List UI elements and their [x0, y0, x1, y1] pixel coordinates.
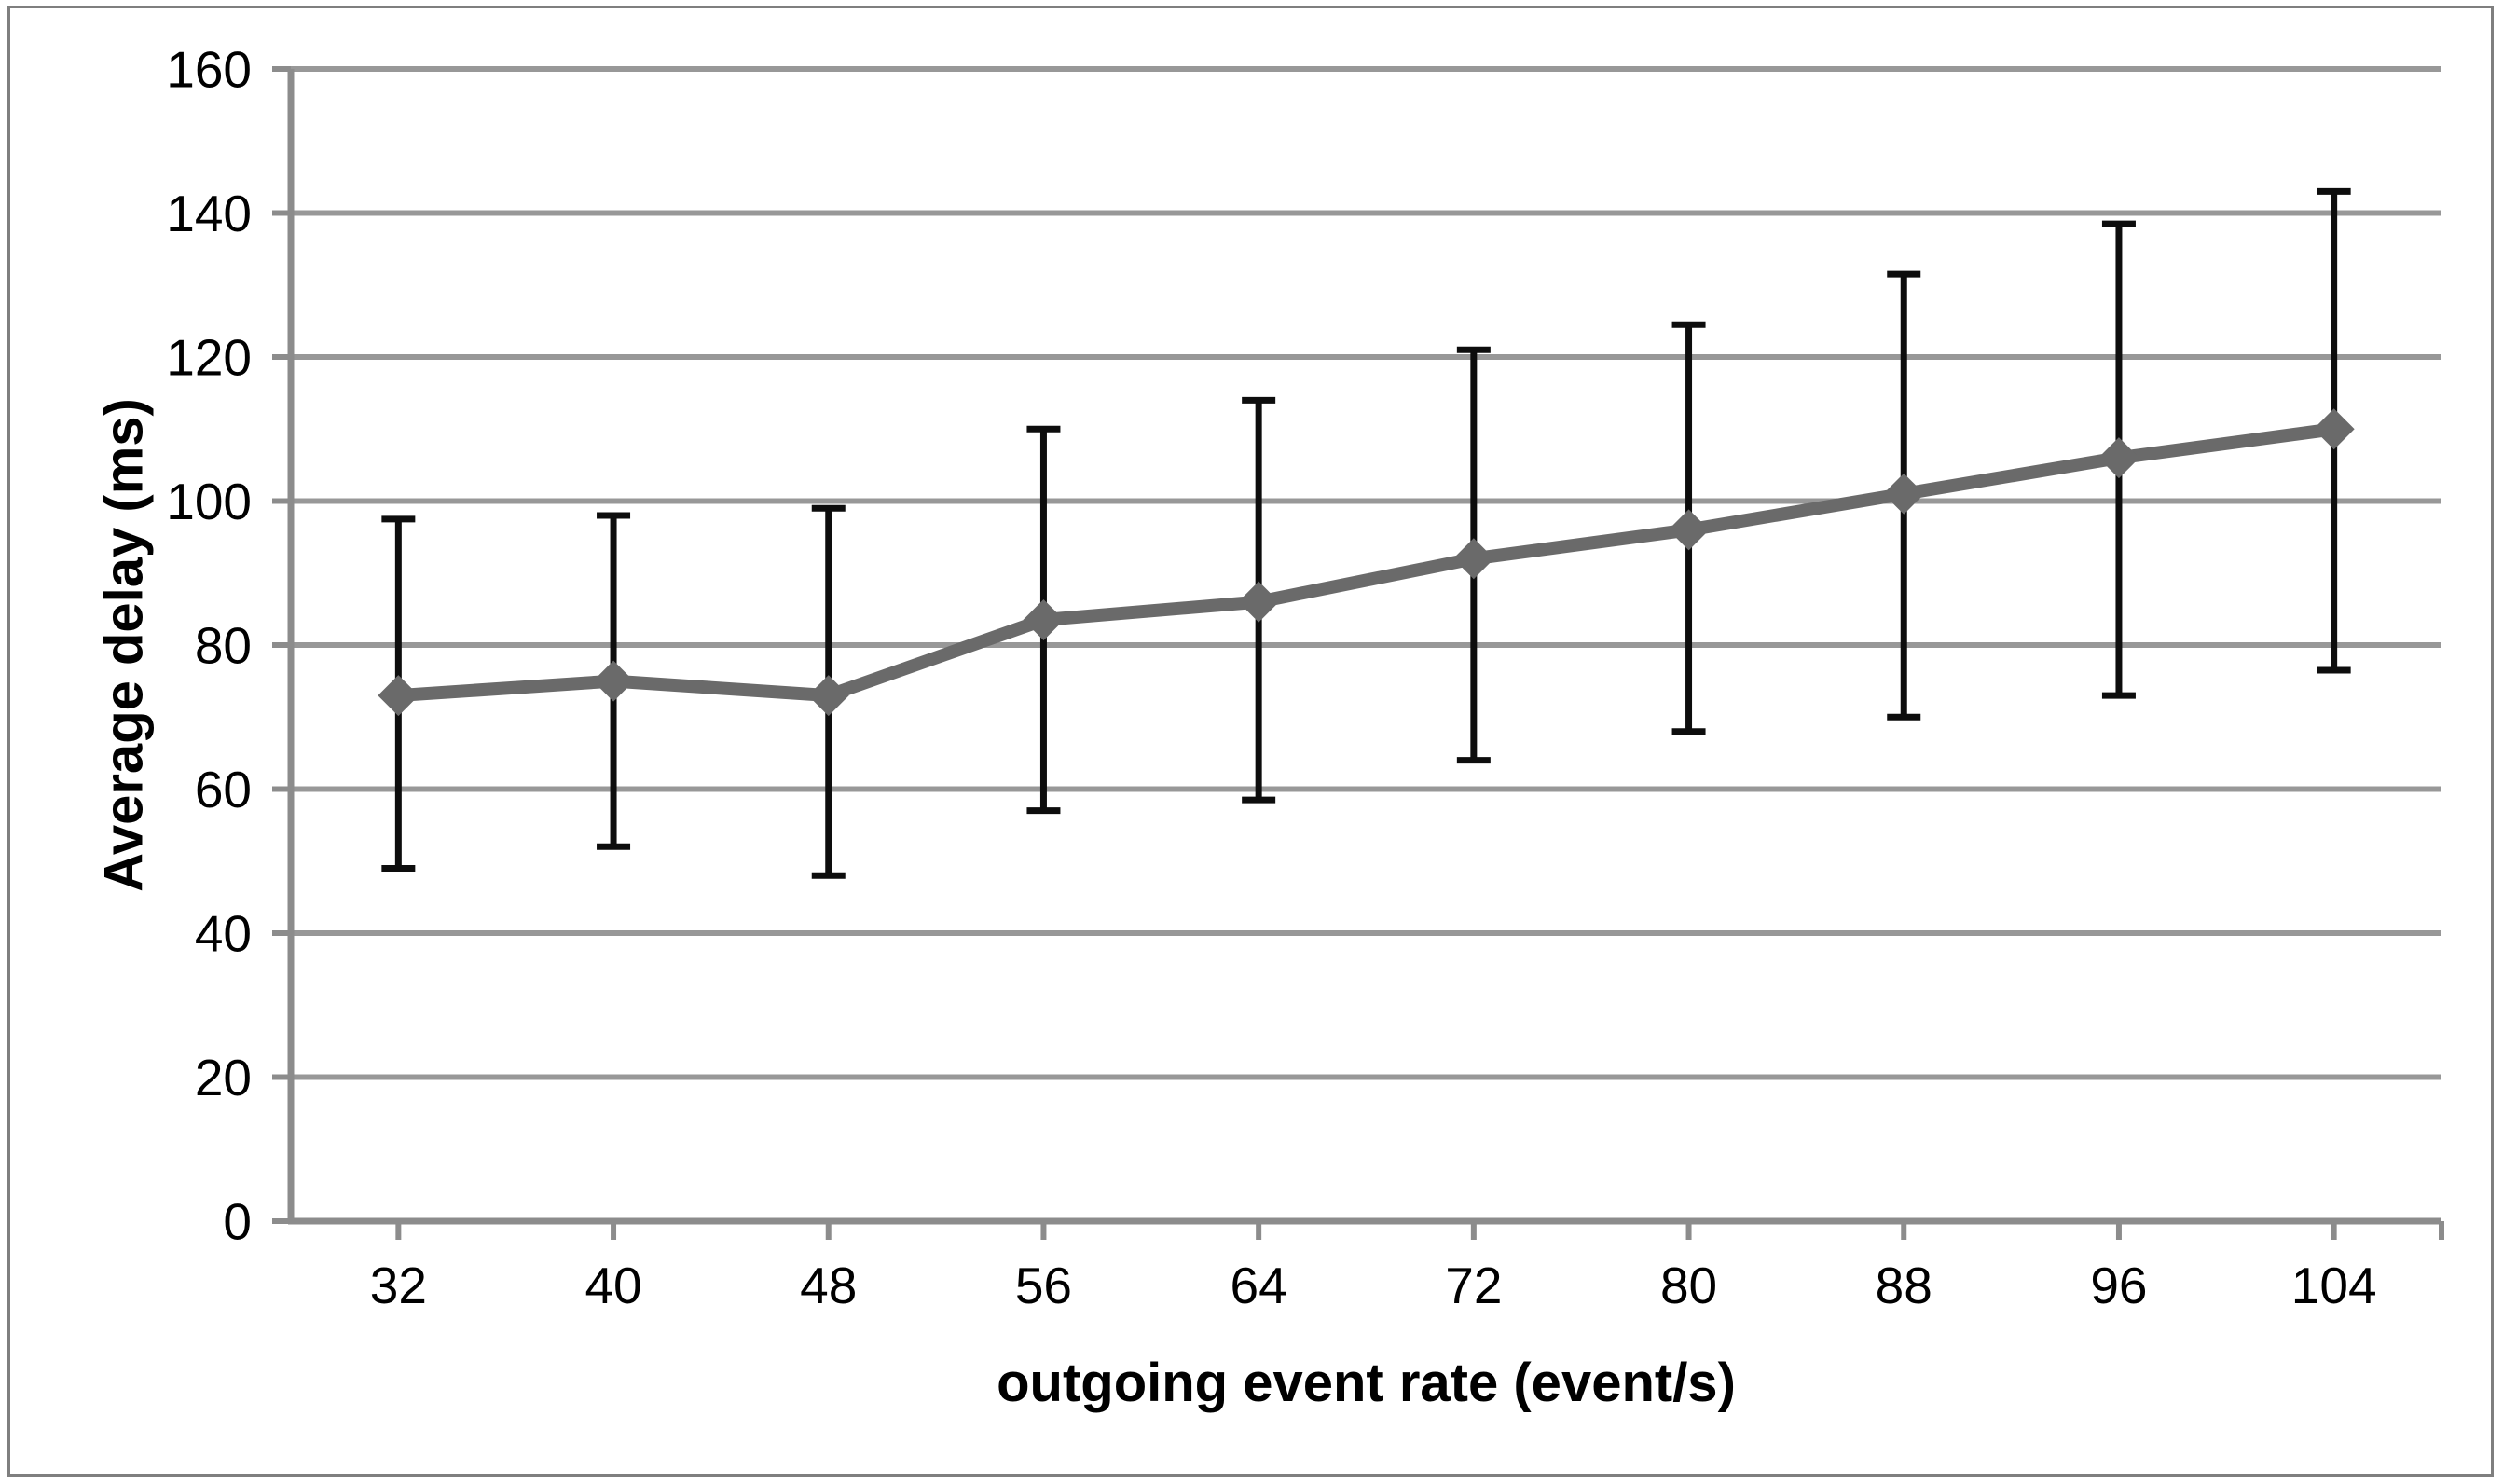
- data-point-80: [1668, 509, 1710, 551]
- y-tick-label-60: 60: [195, 761, 252, 818]
- data-point-104: [2313, 408, 2355, 450]
- x-axis-title: outgoing event rate (event/s): [997, 1353, 1736, 1413]
- y-tick-label-40: 40: [195, 904, 252, 962]
- x-tick-label-96: 96: [2090, 1257, 2147, 1314]
- series-line: [397, 422, 2335, 703]
- data-point-88: [1883, 473, 1925, 515]
- y-axis-title: Average delay (ms): [93, 398, 155, 892]
- y-tick-label-120: 120: [166, 328, 252, 386]
- x-tick-label-32: 32: [370, 1257, 427, 1314]
- data-point-40: [593, 660, 635, 702]
- data-point-48: [807, 675, 849, 717]
- x-tick-label-104: 104: [2291, 1257, 2377, 1314]
- x-tick-label-88: 88: [1876, 1257, 1932, 1314]
- x-tick-label-72: 72: [1445, 1257, 1502, 1314]
- data-point-56: [1023, 598, 1065, 640]
- data-point-64: [1238, 581, 1280, 623]
- data-point-72: [1452, 538, 1494, 580]
- x-tick-label-56: 56: [1015, 1257, 1072, 1314]
- x-tick-label-48: 48: [800, 1257, 857, 1314]
- y-tick-label-20: 20: [195, 1049, 252, 1106]
- x-tick-label-80: 80: [1660, 1257, 1717, 1314]
- y-tick-label-80: 80: [195, 616, 252, 674]
- y-tick-label-0: 0: [223, 1192, 252, 1250]
- y-tick-label-160: 160: [166, 40, 252, 98]
- y-tick-label-100: 100: [166, 473, 252, 530]
- data-point-96: [2097, 437, 2139, 479]
- y-tick-label-140: 140: [166, 185, 252, 242]
- x-tick-label-64: 64: [1231, 1257, 1287, 1314]
- x-tick-label-40: 40: [584, 1257, 641, 1314]
- data-point-32: [378, 675, 419, 717]
